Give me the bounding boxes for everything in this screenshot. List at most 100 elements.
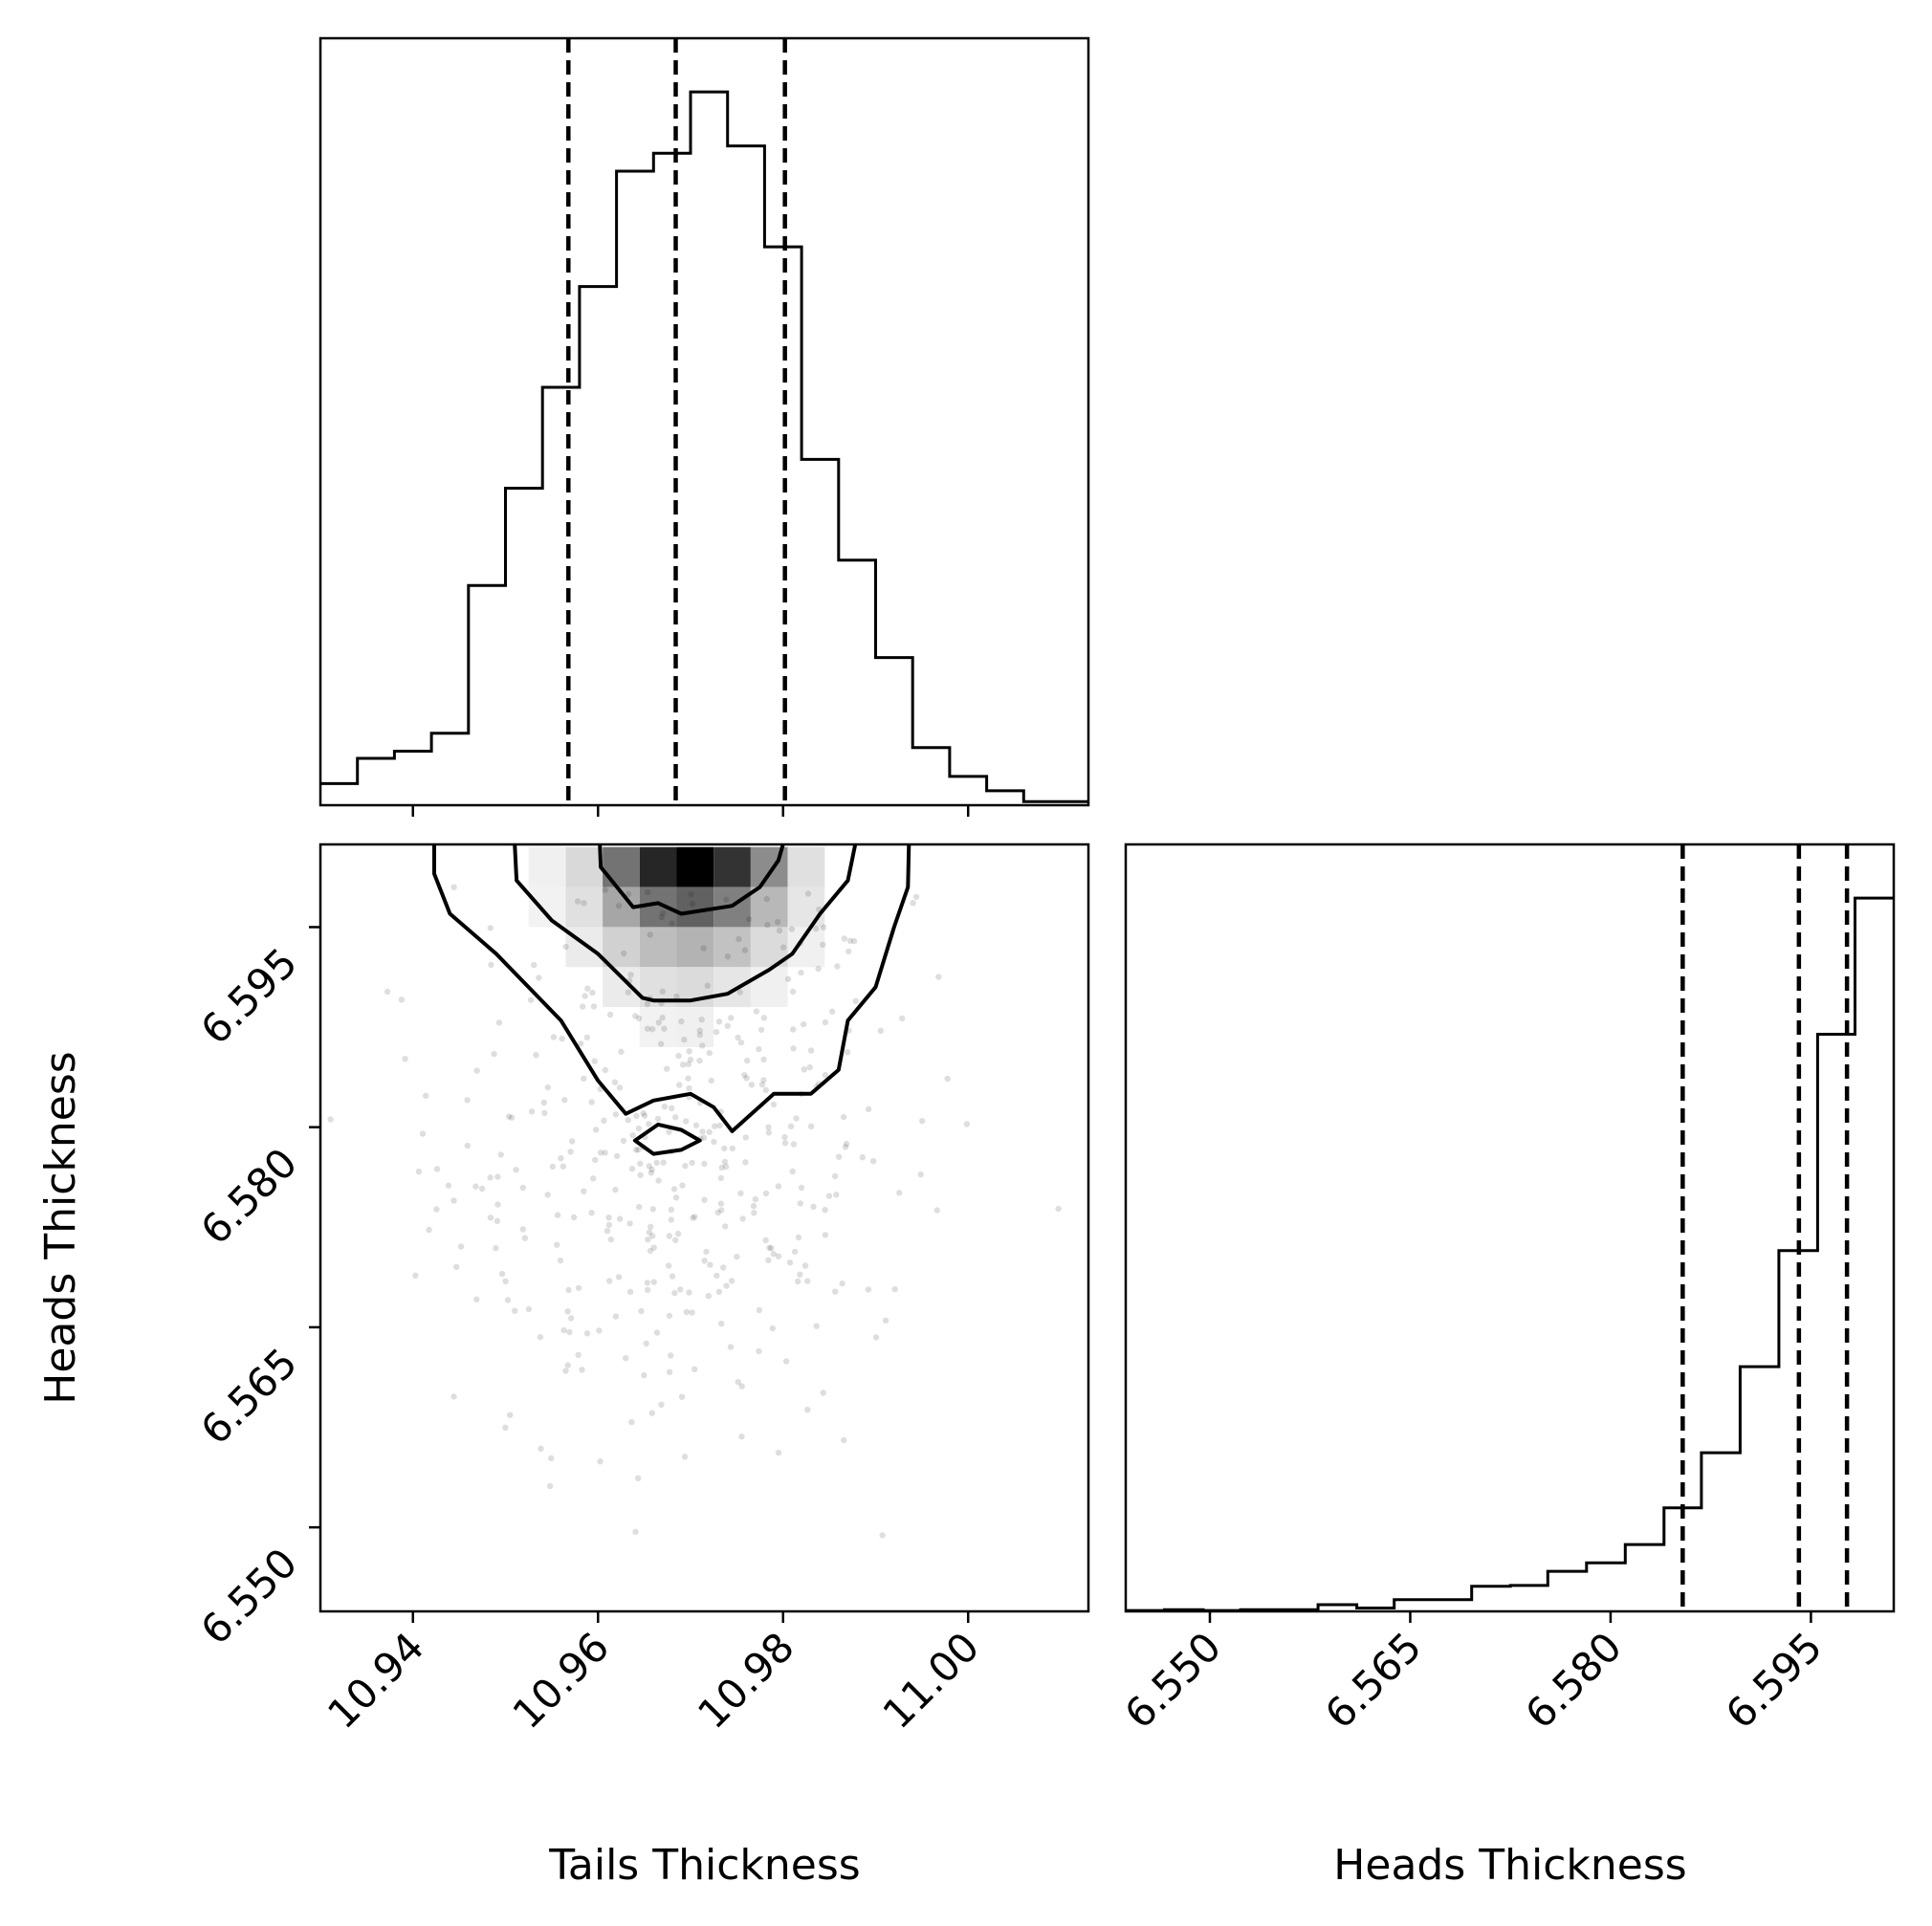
scatter-point bbox=[688, 891, 694, 898]
scatter-point bbox=[384, 988, 391, 996]
scatter-point bbox=[689, 1309, 695, 1316]
scatter-point bbox=[606, 1278, 613, 1284]
scatter-point bbox=[686, 1289, 692, 1296]
scatter-point bbox=[528, 1108, 536, 1115]
scatter-point bbox=[896, 1190, 903, 1196]
scatter-point bbox=[533, 1052, 539, 1059]
scatter-point bbox=[872, 1334, 880, 1341]
scatter-point bbox=[646, 1163, 652, 1170]
scatter-point bbox=[723, 1282, 730, 1289]
scatter-point bbox=[488, 961, 494, 969]
scatter-point bbox=[787, 1123, 795, 1130]
scatter-point bbox=[718, 1321, 725, 1327]
scatter-point bbox=[637, 1171, 644, 1179]
scatter-point bbox=[673, 993, 680, 1000]
scatter-point bbox=[606, 1011, 614, 1018]
scatter-point bbox=[519, 1226, 526, 1233]
scatter-point bbox=[623, 1355, 629, 1362]
scatter-point bbox=[804, 1407, 811, 1413]
y-tick-label: 6.595 bbox=[191, 939, 306, 1054]
scatter-point bbox=[525, 1305, 533, 1313]
scatter-point bbox=[578, 1040, 584, 1047]
scatter-point bbox=[661, 1104, 668, 1110]
x-tick-label: 11.00 bbox=[874, 1623, 989, 1738]
scatter-point bbox=[575, 1284, 582, 1292]
scatter-point bbox=[641, 1371, 648, 1379]
scatter-point bbox=[735, 935, 742, 943]
scatter-point bbox=[801, 1262, 809, 1269]
scatter-point bbox=[575, 1351, 582, 1359]
scatter-point bbox=[760, 1056, 767, 1063]
scatter-point bbox=[782, 1358, 790, 1365]
heads-histogram-frame bbox=[1124, 843, 1896, 1613]
scatter-point bbox=[879, 1532, 886, 1539]
scatter-point bbox=[450, 1393, 457, 1400]
scatter-point bbox=[569, 1138, 576, 1145]
scatter-point bbox=[502, 1278, 509, 1285]
scatter-point bbox=[560, 1163, 566, 1170]
scatter-point bbox=[632, 1013, 639, 1019]
scatter-point bbox=[722, 1223, 729, 1230]
scatter-point bbox=[696, 1032, 703, 1039]
density-cell bbox=[676, 846, 714, 887]
scatter-point bbox=[473, 1296, 480, 1303]
scatter-point bbox=[683, 1118, 690, 1125]
scatter-point bbox=[804, 1278, 811, 1284]
scatter-point bbox=[661, 1025, 668, 1032]
scatter-point bbox=[628, 1166, 636, 1172]
x-tick-label: 6.595 bbox=[1717, 1623, 1832, 1738]
scatter-point bbox=[678, 1018, 685, 1025]
scatter-point bbox=[531, 961, 538, 969]
scatter-point bbox=[758, 1081, 766, 1088]
density-cell bbox=[714, 967, 751, 1008]
histogram-step-line bbox=[320, 90, 1088, 803]
scatter-point bbox=[687, 1056, 694, 1063]
tails-histogram-frame bbox=[318, 36, 1090, 807]
scatter-point bbox=[582, 993, 588, 999]
scatter-point bbox=[698, 1017, 705, 1023]
scatter-point bbox=[398, 996, 406, 1003]
scatter-point bbox=[559, 1035, 565, 1042]
scatter-point bbox=[433, 1206, 440, 1213]
scatter-point bbox=[720, 1264, 727, 1271]
density-cell bbox=[750, 967, 788, 1008]
scatter-point bbox=[801, 1066, 807, 1073]
scatter-point bbox=[810, 1203, 817, 1211]
scatter-point bbox=[790, 1045, 797, 1052]
scatter-point bbox=[519, 1184, 526, 1192]
scatter-point bbox=[784, 975, 792, 982]
scatter-point bbox=[736, 989, 743, 996]
scatter-point bbox=[615, 903, 623, 909]
scatter-point bbox=[650, 1279, 657, 1285]
scatter-point bbox=[717, 1174, 724, 1182]
scatter-point bbox=[672, 1114, 679, 1121]
scatter-point bbox=[494, 1217, 501, 1225]
scatter-point bbox=[644, 1025, 651, 1032]
scatter-point bbox=[419, 1130, 427, 1137]
scatter-point bbox=[744, 1057, 751, 1064]
scatter-point bbox=[683, 1308, 691, 1316]
scatter-point bbox=[560, 1326, 567, 1334]
scatter-point bbox=[844, 1049, 851, 1056]
scatter-point bbox=[678, 1393, 686, 1400]
scatter-point bbox=[706, 1049, 713, 1057]
scatter-point bbox=[537, 1334, 544, 1341]
scatter-point bbox=[707, 1261, 714, 1268]
scatter-point bbox=[562, 1368, 569, 1374]
scatter-point bbox=[638, 1307, 645, 1315]
scatter-point bbox=[738, 1383, 745, 1390]
scatter-point bbox=[752, 1195, 759, 1203]
scatter-point bbox=[714, 1272, 720, 1280]
scatter-point bbox=[620, 1137, 627, 1145]
density-cell bbox=[603, 927, 640, 968]
scatter-point bbox=[891, 1285, 898, 1293]
scatter-point bbox=[536, 974, 542, 981]
scatter-point bbox=[704, 982, 711, 990]
scatter-point bbox=[828, 1008, 836, 1016]
scatter-point bbox=[554, 1212, 561, 1218]
scatter-point bbox=[763, 895, 770, 903]
scatter-point bbox=[804, 890, 812, 897]
scatter-point bbox=[493, 1244, 499, 1252]
scatter-point bbox=[612, 1111, 620, 1118]
scatter-point bbox=[721, 1158, 729, 1166]
